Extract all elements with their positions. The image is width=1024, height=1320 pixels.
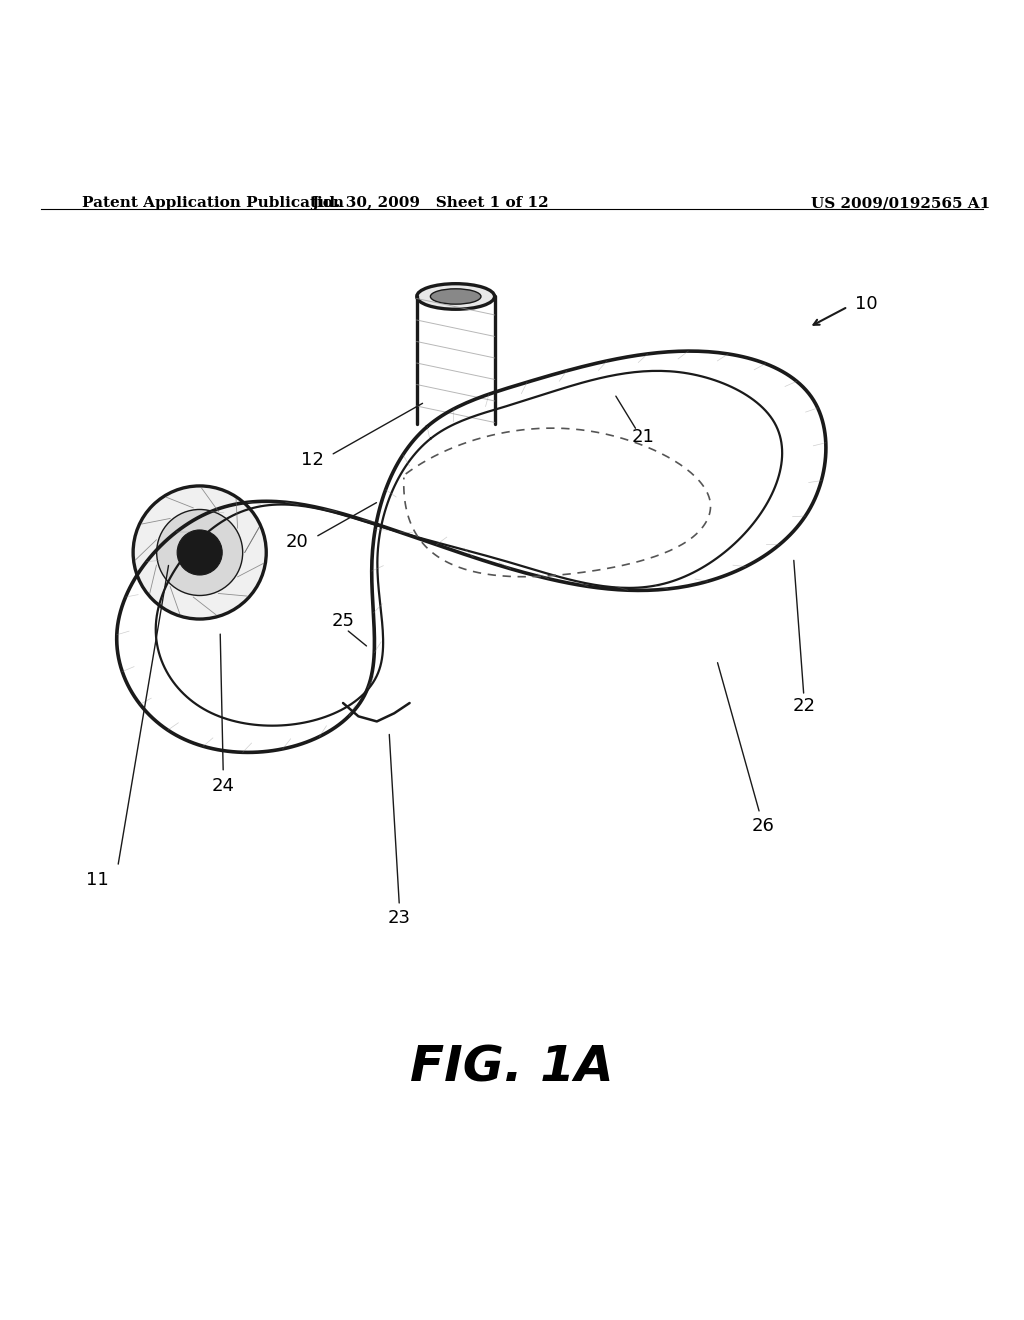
Text: Jul. 30, 2009   Sheet 1 of 12: Jul. 30, 2009 Sheet 1 of 12 (311, 197, 549, 210)
Text: 24: 24 (212, 777, 234, 795)
Text: 11: 11 (86, 871, 109, 890)
Ellipse shape (417, 284, 495, 309)
Text: Patent Application Publication: Patent Application Publication (82, 197, 344, 210)
Text: FIG. 1A: FIG. 1A (411, 1044, 613, 1092)
Text: US 2009/0192565 A1: US 2009/0192565 A1 (811, 197, 991, 210)
Text: 10: 10 (855, 294, 878, 313)
Text: 23: 23 (388, 909, 411, 927)
Text: 26: 26 (752, 817, 774, 834)
Text: 21: 21 (632, 428, 654, 446)
Text: 22: 22 (793, 697, 815, 715)
Circle shape (157, 510, 243, 595)
Circle shape (133, 486, 266, 619)
Text: 12: 12 (301, 451, 324, 470)
Ellipse shape (430, 289, 481, 304)
Circle shape (177, 529, 222, 576)
Text: 25: 25 (332, 612, 354, 630)
Text: 20: 20 (286, 533, 308, 552)
